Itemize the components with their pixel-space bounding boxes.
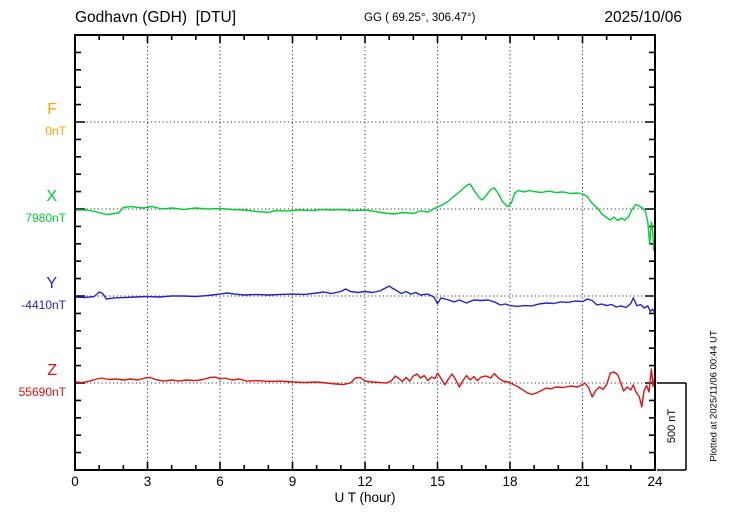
axis-ticks <box>75 35 655 470</box>
vertical-gridlines <box>147 35 583 470</box>
plotted-at-note: Plotted at 2025/11/06 00:44 UT <box>708 330 720 462</box>
x-axis-label: U T (hour) <box>334 490 396 505</box>
x-tick-label-21: 21 <box>574 474 591 489</box>
plot-frame <box>74 34 656 471</box>
x-tick-label-3: 3 <box>143 474 152 489</box>
x-tick-label-9: 9 <box>288 474 297 489</box>
trace-Z <box>75 368 655 408</box>
component-letter-F: F <box>47 101 57 118</box>
x-tick-label-12: 12 <box>357 474 373 489</box>
geographic-coordinates: GG ( 69.25°, 306.47°) <box>364 12 476 24</box>
component-base-value-Z: 55690nT <box>18 385 66 399</box>
station-title: Godhavn (GDH) [DTU] <box>75 9 237 26</box>
scale-bar-bracket <box>657 382 687 471</box>
component-letter-Y: Y <box>46 275 57 292</box>
x-tick-label-18: 18 <box>502 474 518 489</box>
component-base-value-F: 0nT <box>45 124 66 138</box>
x-tick-label-24: 24 <box>647 474 663 489</box>
component-letter-Z: Z <box>47 362 57 379</box>
x-tick-label-6: 6 <box>216 474 224 489</box>
component-base-value-X: 7980nT <box>25 211 66 225</box>
trace-Y <box>75 285 655 314</box>
trace-X <box>75 183 655 251</box>
x-tick-label-0: 0 <box>71 474 79 489</box>
x-tick-label-15: 15 <box>429 474 446 489</box>
baseline-gridlines <box>75 121 655 384</box>
component-base-value-Y: -4410nT <box>21 298 66 312</box>
component-letter-X: X <box>46 188 57 205</box>
scale-bar-label: 500 nT <box>666 408 678 444</box>
plot-date: 2025/10/06 <box>604 9 682 26</box>
